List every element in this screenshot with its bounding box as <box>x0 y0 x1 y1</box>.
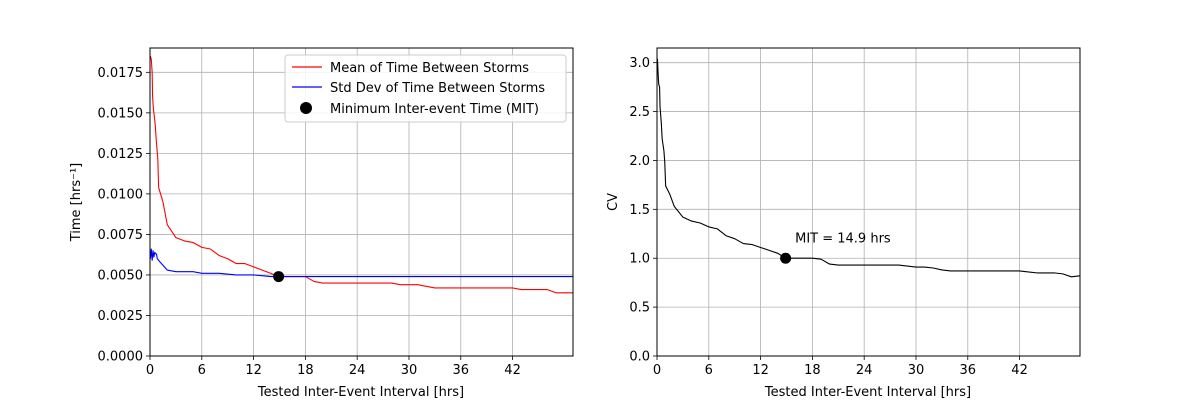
right-chart-y-tick-label: 2.5 <box>629 105 650 120</box>
left-chart-series-std-dev-of-time-between-storms <box>149 248 573 278</box>
right-chart-y-tick-label: 1.0 <box>629 252 650 267</box>
right-chart-x-tick-label: 24 <box>856 363 873 378</box>
right-chart-frame <box>656 47 1081 357</box>
right-chart-x-tick-label: 0 <box>653 363 661 378</box>
left-chart-y-tick-label: 0.0050 <box>98 268 144 283</box>
left-chart-y-ticks: 0.0000 0.0025 0.0050 0.0075 0.0100 0.0125 0.01… <box>98 66 150 365</box>
left-chart-x-tick-label: 18 <box>297 363 314 378</box>
left-chart-legend: Mean of Time Between Storms Std Dev of T… <box>284 54 567 123</box>
right-chart-y-tick-label: 0.0 <box>629 350 650 365</box>
right-chart-x-tick-label: 42 <box>1011 363 1028 378</box>
left-chart-x-tick-label: 0 <box>146 363 154 378</box>
left-chart-y-tick-label: 0.0125 <box>98 147 144 162</box>
legend-mean-label: Mean of Time Between Storms <box>330 61 529 76</box>
left-chart-y-tick-label: 0.0175 <box>98 66 144 81</box>
left-chart-y-axis-label-text: Time [hrs⁻¹] <box>69 163 84 243</box>
right-chart-x-ticks: 0 6 12 18 24 30 36 42 <box>653 356 1028 378</box>
right-chart: 0 6 12 18 24 30 36 42 0.0 0.5 1.0 1.5 2.0 2.5 3.0 Tes… <box>606 47 1081 400</box>
left-chart-x-tick-label: 30 <box>401 363 418 378</box>
right-chart-y-tick-label: 2.0 <box>629 154 650 169</box>
left-chart-x-tick-label: 12 <box>245 363 262 378</box>
left-chart: 0 6 12 18 24 30 36 42 0.00000.00250.00500.00750… <box>69 47 574 400</box>
left-chart-x-tick-label: 6 <box>198 363 206 378</box>
left-chart-x-ticks: 0 6 12 18 24 30 36 42 <box>146 356 521 378</box>
legend-box <box>284 54 567 123</box>
left-chart-x-tick-label: 24 <box>349 363 366 378</box>
left-chart-x-tick-label: 42 <box>504 363 521 378</box>
legend-mit-label: Minimum Inter-event Time (MIT) <box>330 102 539 117</box>
left-chart-series <box>149 55 573 294</box>
left-chart-y-axis-label: Time [hrs⁻¹] <box>69 163 84 243</box>
left-chart-y-tick-label: 0.0000 <box>98 350 144 365</box>
right-chart-x-axis-label: Tested Inter-Event Interval [hrs] <box>764 385 971 400</box>
left-chart-y-tick-label: 0.0150 <box>98 106 144 121</box>
legend-mit-marker <box>300 102 312 114</box>
right-chart-mit-marker <box>780 252 792 264</box>
left-chart-mit-marker <box>273 271 285 283</box>
legend-std-label: Std Dev of Time Between Storms <box>330 81 545 96</box>
left-chart-y-tick-label: 0.0100 <box>98 187 144 202</box>
left-chart-y-tick-label: 0.0025 <box>98 309 144 324</box>
right-chart-series-cv <box>656 58 1081 278</box>
right-chart-x-tick-label: 18 <box>804 363 821 378</box>
left-chart-x-axis-label: Tested Inter-Event Interval [hrs] <box>257 385 464 400</box>
left-chart-x-tick-label: 36 <box>453 363 470 378</box>
left-chart-frame <box>149 47 574 357</box>
right-chart-x-tick-label: 6 <box>705 363 713 378</box>
right-chart-y-ticks: 0.0 0.5 1.0 1.5 2.0 2.5 3.0 <box>629 56 657 365</box>
right-chart-y-axis-label: CV <box>606 193 621 211</box>
right-chart-x-tick-label: 12 <box>752 363 769 378</box>
right-chart-y-tick-label: 3.0 <box>629 56 650 71</box>
right-chart-x-tick-label: 36 <box>960 363 977 378</box>
left-chart-y-tick-label: 0.0075 <box>98 228 144 243</box>
right-chart-series <box>656 58 1081 278</box>
right-chart-y-tick-label: 1.5 <box>629 203 650 218</box>
mit-annotation: MIT = 14.9 hrs <box>795 232 891 247</box>
right-chart-x-tick-label: 30 <box>908 363 925 378</box>
right-chart-y-tick-label: 0.5 <box>629 301 650 316</box>
